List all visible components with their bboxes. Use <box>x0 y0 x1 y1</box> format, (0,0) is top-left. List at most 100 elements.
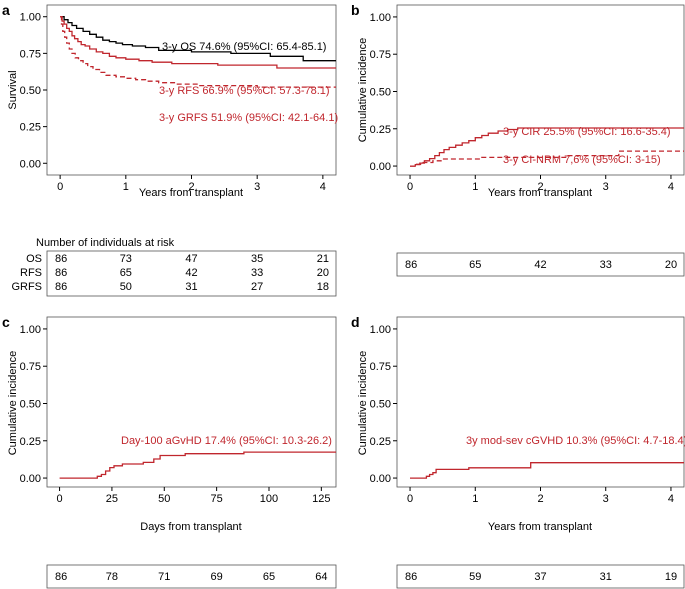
risk-value: 20 <box>317 267 329 279</box>
panel-a-risk-frame <box>46 250 337 297</box>
panel-d-x-label: Years from transplant <box>488 521 592 533</box>
panel-c-letter: c <box>2 314 10 330</box>
risk-value: 65 <box>120 267 132 279</box>
risk-value: 42 <box>534 259 546 271</box>
series-cgvhd-curve <box>410 462 684 479</box>
annotation-3y-ci-nrm: 3-y CI-NRM 7,6% (95%CI: 3-15) <box>503 154 661 166</box>
series-ci-nrm-curve <box>410 150 684 167</box>
risk-value: 65 <box>469 259 481 271</box>
y-tick-label: 0.75 <box>370 49 391 61</box>
panel-a-curves <box>60 16 336 88</box>
panel-a-letter: a <box>2 2 10 18</box>
y-tick-label: 1.00 <box>20 324 41 336</box>
y-tick-label: 1.00 <box>370 12 391 24</box>
series-cir-curve <box>410 127 684 167</box>
panel-b-letter: b <box>351 2 360 18</box>
risk-value: 71 <box>158 571 170 583</box>
x-tick-label: 1 <box>472 493 478 505</box>
risk-value: 64 <box>315 571 327 583</box>
x-tick-label: 2 <box>537 493 543 505</box>
panel-c-risk-frame <box>46 564 337 589</box>
y-tick-label: 0.50 <box>20 85 41 97</box>
y-tick-label: 1.00 <box>370 324 391 336</box>
panel-b-x-label: Years from transplant <box>488 187 592 199</box>
panel-a-x-label: Years from transplant <box>139 187 243 199</box>
risk-value: 73 <box>120 253 132 265</box>
y-tick-label: 0.25 <box>370 436 391 448</box>
panel-b-y-label: Cumulative incidence <box>357 38 369 143</box>
x-tick-label: 50 <box>158 493 170 505</box>
annotation-3y-os: 3-y OS 74.6% (95%CI: 65.4-85.1) <box>162 41 326 53</box>
panel-c: c 0.00 0.25 0.50 0.75 1.00 0 25 50 75 100 125 Day… <box>2 314 337 589</box>
x-tick-label: 0 <box>57 181 63 193</box>
panel-b-x-axis: 0 1 2 3 4 <box>407 175 674 193</box>
panel-b-risk-frame <box>396 252 685 277</box>
annotation-3y-rfs: 3-y RFS 66.9% (95%CI: 57.3-78.1) <box>159 85 330 97</box>
x-tick-label: 3 <box>603 181 609 193</box>
y-tick-label: 0.75 <box>20 48 41 60</box>
panel-d-risk-frame <box>396 564 685 589</box>
risk-value: 27 <box>251 281 263 293</box>
panel-a-y-label: Survival <box>7 70 19 109</box>
risk-value: 47 <box>185 253 197 265</box>
x-tick-label: 4 <box>668 493 674 505</box>
panel-a: a 0.00 0.25 0.50 0.75 1.00 0 1 2 3 4 Years from … <box>2 2 338 297</box>
x-tick-label: 1 <box>472 181 478 193</box>
series-agvhd-curve <box>59 451 336 479</box>
panel-c-x-label: Days from transplant <box>140 521 241 533</box>
risk-value: 31 <box>600 571 612 583</box>
risk-value: 31 <box>185 281 197 293</box>
annotation-3y-cir: 3-y CIR 25.5% (95%CI: 16.6-35.4) <box>503 126 671 138</box>
panel-b-plot-frame <box>396 4 685 176</box>
x-tick-label: 0 <box>407 181 413 193</box>
panel-d: d 0.00 0.25 0.50 0.75 1.00 0 1 2 3 4 Years from … <box>351 314 685 589</box>
y-tick-label: 0.50 <box>370 86 391 98</box>
panel-a-risk-table: OS 86 73 47 35 21 RFS 86 65 42 33 20 GRFS 86 50 31 27 18 <box>11 253 329 293</box>
risk-value: 86 <box>405 259 417 271</box>
x-tick-label: 0 <box>407 493 413 505</box>
x-tick-label: 0 <box>57 493 63 505</box>
y-tick-label: 0.75 <box>20 361 41 373</box>
risk-value: 33 <box>251 267 263 279</box>
panel-d-x-axis: 0 1 2 3 4 <box>407 487 674 505</box>
panel-d-plot-frame <box>396 316 685 488</box>
risk-value: 65 <box>263 571 275 583</box>
risk-table-title: Number of individuals at risk <box>36 237 175 249</box>
risk-row-label: RFS <box>20 267 42 279</box>
y-tick-label: 0.50 <box>20 398 41 410</box>
annotation-3y-cgvhd: 3y mod-sev cGVHD 10.3% (95%CI: 4.7-18.4) <box>466 435 685 447</box>
x-tick-label: 2 <box>188 181 194 193</box>
risk-value: 37 <box>534 571 546 583</box>
risk-value: 21 <box>317 253 329 265</box>
panel-b: b 0.00 0.25 0.50 0.75 1.00 0 1 2 3 4 Years from … <box>351 2 685 277</box>
risk-value: 86 <box>55 253 67 265</box>
x-tick-label: 100 <box>260 493 278 505</box>
panel-b-risk-table: 86 65 42 33 20 <box>405 259 677 271</box>
panel-b-curves <box>410 127 684 167</box>
x-tick-label: 75 <box>211 493 223 505</box>
y-tick-label: 0.00 <box>370 473 391 485</box>
risk-value: 19 <box>665 571 677 583</box>
y-tick-label: 0.75 <box>370 361 391 373</box>
y-tick-label: 0.50 <box>370 398 391 410</box>
panel-b-y-axis: 0.00 0.25 0.50 0.75 1.00 <box>370 12 397 173</box>
x-tick-label: 2 <box>537 181 543 193</box>
risk-value: 69 <box>211 571 223 583</box>
risk-value: 86 <box>55 281 67 293</box>
panel-c-y-axis: 0.00 0.25 0.50 0.75 1.00 <box>20 324 47 485</box>
risk-value: 78 <box>106 571 118 583</box>
risk-value: 33 <box>600 259 612 271</box>
risk-value: 20 <box>665 259 677 271</box>
risk-value: 86 <box>55 571 67 583</box>
panel-c-y-label: Cumulative incidence <box>7 351 19 456</box>
risk-row-label: GRFS <box>11 281 42 293</box>
risk-value: 86 <box>405 571 417 583</box>
panel-d-risk-table: 86 59 37 31 19 <box>405 571 677 583</box>
x-tick-label: 3 <box>254 181 260 193</box>
x-tick-label: 1 <box>123 181 129 193</box>
panel-c-x-axis: 0 25 50 75 100 125 <box>57 487 331 505</box>
annotation-day100-agvhd: Day-100 aGvHD 17.4% (95%CI: 10.3-26.2) <box>121 435 332 447</box>
risk-value: 35 <box>251 253 263 265</box>
x-tick-label: 125 <box>312 493 330 505</box>
